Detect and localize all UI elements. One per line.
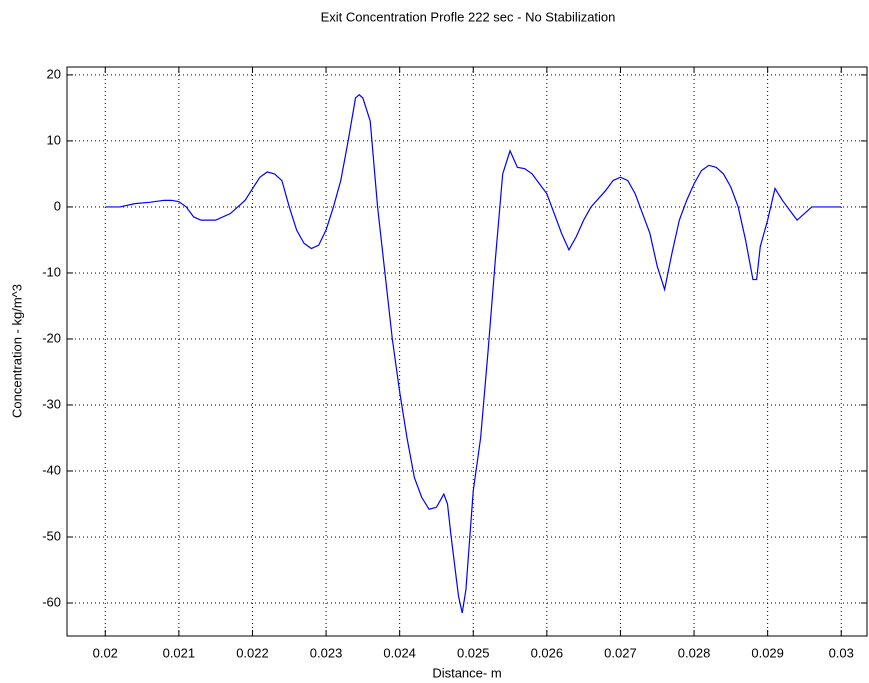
x-tick-label: 0.027 [604, 645, 637, 660]
y-tick-label: -30 [42, 396, 61, 411]
y-tick-label: -50 [42, 528, 61, 543]
x-tick-label: 0.03 [829, 645, 854, 660]
y-tick-label: 10 [47, 132, 61, 147]
y-tick-label: -40 [42, 462, 61, 477]
x-tick-label: 0.025 [457, 645, 490, 660]
chart-title: Exit Concentration Profle 222 sec - No S… [321, 9, 616, 24]
axes-box [66, 66, 868, 637]
x-tick-label: 0.02 [93, 645, 118, 660]
y-tick-label: -20 [42, 330, 61, 345]
y-tick-label: 20 [47, 66, 61, 81]
y-tick-label: -60 [42, 594, 61, 609]
x-tick-label: 0.023 [310, 645, 343, 660]
data-line [105, 93, 842, 614]
x-tick-label: 0.028 [678, 645, 711, 660]
x-tick-label: 0.022 [236, 645, 269, 660]
y-tick-label: 0 [54, 198, 61, 213]
x-tick-label: 0.026 [531, 645, 564, 660]
x-tick-label: 0.029 [751, 645, 784, 660]
x-tick-label: 0.021 [163, 645, 196, 660]
y-tick-label: -10 [42, 264, 61, 279]
y-axis-label: Concentration - kg/m^3 [9, 284, 24, 418]
x-axis-label: Distance- m [432, 665, 501, 680]
x-tick-label: 0.024 [383, 645, 416, 660]
